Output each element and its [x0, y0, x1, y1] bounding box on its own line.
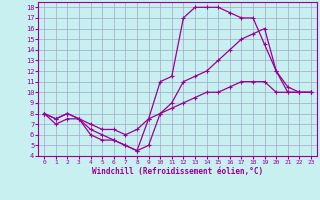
X-axis label: Windchill (Refroidissement éolien,°C): Windchill (Refroidissement éolien,°C) [92, 167, 263, 176]
